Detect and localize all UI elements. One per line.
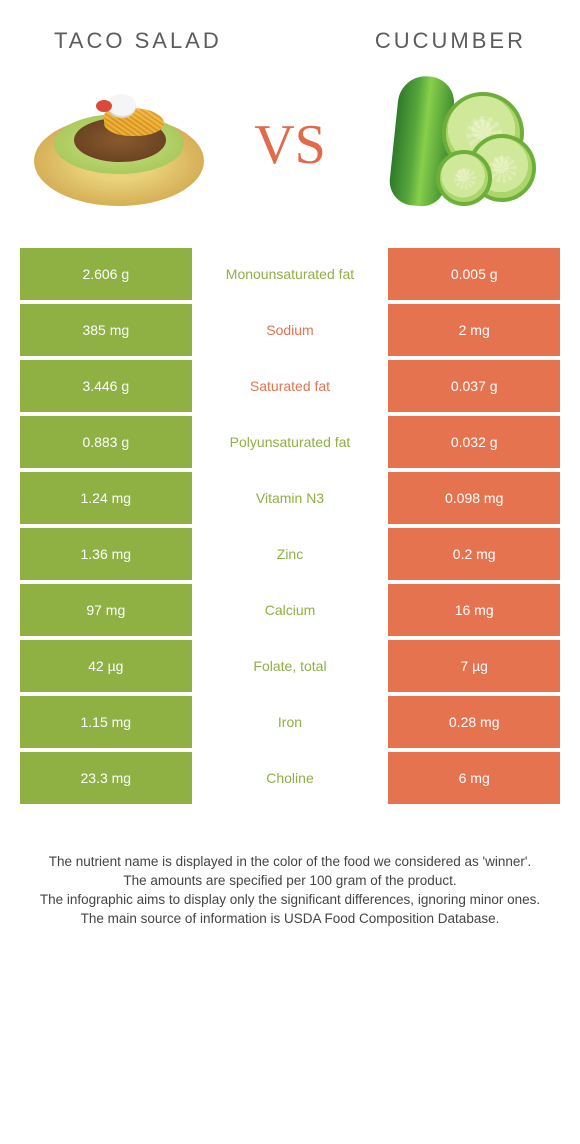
left-value-cell: 97 mg [20,584,192,636]
table-row: 1.24 mgVitamin N30.098 mg [20,472,560,524]
left-value-cell: 1.15 mg [20,696,192,748]
nutrient-name-cell: Polyunsaturated fat [196,416,385,468]
titles-row: Taco Salad Cucumber [20,18,560,76]
left-value-cell: 385 mg [20,304,192,356]
right-food-title: Cucumber [375,28,526,54]
footer-line: The nutrient name is displayed in the co… [34,852,546,871]
nutrient-name-cell: Zinc [196,528,385,580]
table-row: 0.883 gPolyunsaturated fat0.032 g [20,416,560,468]
hero-row: VS [20,76,560,248]
left-food-title: Taco Salad [54,28,222,54]
right-value-cell: 16 mg [388,584,560,636]
nutrient-name-cell: Saturated fat [196,360,385,412]
footer-line: The infographic aims to display only the… [34,890,546,909]
nutrient-name-cell: Monounsaturated fat [196,248,385,300]
left-value-cell: 1.24 mg [20,472,192,524]
nutrient-name-cell: Sodium [196,304,385,356]
footer-line: The amounts are specified per 100 gram o… [34,871,546,890]
comparison-table: 2.606 gMonounsaturated fat0.005 g385 mgS… [20,248,560,804]
table-row: 97 mgCalcium16 mg [20,584,560,636]
right-value-cell: 0.005 g [388,248,560,300]
table-row: 23.3 mgCholine6 mg [20,752,560,804]
table-row: 1.36 mgZinc0.2 mg [20,528,560,580]
right-value-cell: 0.28 mg [388,696,560,748]
right-value-cell: 0.2 mg [388,528,560,580]
nutrient-name-cell: Folate, total [196,640,385,692]
right-food-image [376,80,546,210]
right-value-cell: 7 µg [388,640,560,692]
left-value-cell: 2.606 g [20,248,192,300]
right-value-cell: 2 mg [388,304,560,356]
nutrient-name-cell: Iron [196,696,385,748]
left-value-cell: 1.36 mg [20,528,192,580]
left-value-cell: 0.883 g [20,416,192,468]
table-row: 3.446 gSaturated fat0.037 g [20,360,560,412]
table-row: 385 mgSodium2 mg [20,304,560,356]
left-value-cell: 23.3 mg [20,752,192,804]
nutrient-name-cell: Choline [196,752,385,804]
footer-notes: The nutrient name is displayed in the co… [20,804,560,929]
footer-line: The main source of information is USDA F… [34,909,546,928]
table-row: 1.15 mgIron0.28 mg [20,696,560,748]
right-value-cell: 0.098 mg [388,472,560,524]
nutrient-name-cell: Calcium [196,584,385,636]
nutrient-name-cell: Vitamin N3 [196,472,385,524]
left-value-cell: 42 µg [20,640,192,692]
left-food-image [34,80,204,210]
table-row: 42 µgFolate, total7 µg [20,640,560,692]
table-row: 2.606 gMonounsaturated fat0.005 g [20,248,560,300]
vs-label: VS [254,113,326,177]
right-value-cell: 0.032 g [388,416,560,468]
right-value-cell: 0.037 g [388,360,560,412]
left-value-cell: 3.446 g [20,360,192,412]
right-value-cell: 6 mg [388,752,560,804]
